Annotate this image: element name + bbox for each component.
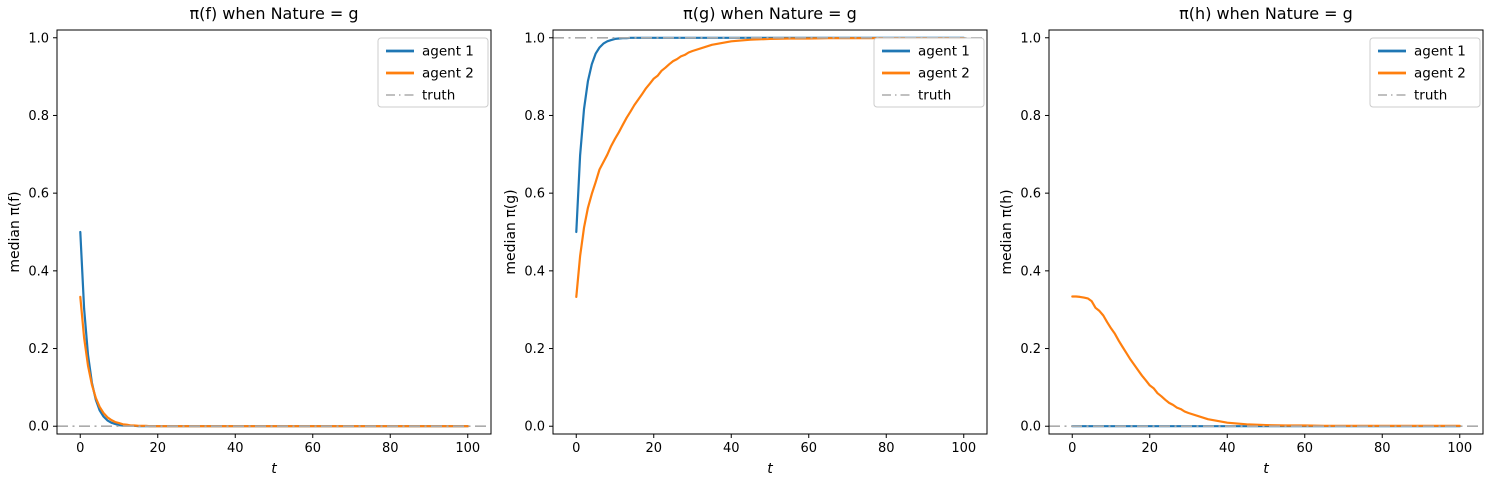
y-tick-label: 0.6 <box>1020 187 1041 202</box>
x-axis-label: t <box>271 461 277 477</box>
y-axis-label: median π(h) <box>999 189 1015 274</box>
y-tick-label: 0.8 <box>524 109 545 124</box>
y-axis-label: median π(g) <box>503 189 519 274</box>
x-axis-label: t <box>767 461 773 477</box>
y-tick-label: 0.0 <box>28 420 49 435</box>
x-tick-label: 100 <box>455 441 480 456</box>
x-tick-label: 20 <box>645 441 662 456</box>
x-tick-label: 0 <box>1068 441 1076 456</box>
subplot-pi-f: 0 20 40 60 80 100 0.0 0.2 0.4 0.6 0.8 1.0 π(f) when … <box>0 0 496 490</box>
x-tick-label: 20 <box>149 441 166 456</box>
y-axis-label: median π(f) <box>7 191 23 272</box>
legend-label-agent-2: agent 2 <box>918 66 970 82</box>
legend-label-agent-1: agent 1 <box>918 44 970 60</box>
x-tick-label: 60 <box>800 441 817 456</box>
y-tick-label: 0.4 <box>1020 264 1041 279</box>
chart-title: π(f) when Nature = g <box>189 4 358 23</box>
axes-frame <box>552 29 988 435</box>
x-tick-label: 60 <box>304 441 321 456</box>
x-tick-label: 40 <box>227 441 244 456</box>
subplot-pi-g: 0 20 40 60 80 100 0.0 0.2 0.4 0.6 0.8 1.0 π(g) when … <box>496 0 992 490</box>
chart-canvas-2: 0 20 40 60 80 100 0.0 0.2 0.4 0.6 0.8 1.0 π(h) when … <box>999 4 1484 477</box>
x-tick-label: 80 <box>382 441 399 456</box>
y-tick-label: 0.0 <box>1020 420 1041 435</box>
y-tick-label: 0.2 <box>28 342 49 357</box>
chart-canvas-1: 0 20 40 60 80 100 0.0 0.2 0.4 0.6 0.8 1.0 π(g) when … <box>503 4 988 477</box>
x-tick-label: 100 <box>1447 441 1472 456</box>
y-tick-label: 0.2 <box>524 342 545 357</box>
legend-label-truth: truth <box>422 88 455 104</box>
x-tick-label: 60 <box>1296 441 1313 456</box>
legend-label-agent-1: agent 1 <box>1414 44 1466 60</box>
axes-frame <box>1048 29 1484 435</box>
legend-box <box>873 37 985 108</box>
chart-title: π(h) when Nature = g <box>1179 4 1353 23</box>
legend: agent 1 agent 2 truth <box>1369 37 1481 108</box>
y-tick-label: 0.2 <box>1020 342 1041 357</box>
y-tick-label: 0.0 <box>524 420 545 435</box>
y-tick-label: 0.4 <box>524 264 545 279</box>
y-tick-label: 1.0 <box>28 31 49 46</box>
x-tick-label: 100 <box>951 441 976 456</box>
y-tick-label: 1.0 <box>1020 31 1041 46</box>
x-tick-label: 20 <box>1141 441 1158 456</box>
x-tick-label: 80 <box>878 441 895 456</box>
legend: agent 1 agent 2 truth <box>377 37 489 108</box>
legend-label-truth: truth <box>1414 88 1447 104</box>
axes-frame <box>56 29 492 435</box>
legend: agent 1 agent 2 truth <box>873 37 985 108</box>
y-tick-label: 0.8 <box>28 109 49 124</box>
legend-box <box>377 37 489 108</box>
x-axis-label: t <box>1263 461 1269 477</box>
legend-label-agent-2: agent 2 <box>422 66 474 82</box>
x-tick-label: 40 <box>723 441 740 456</box>
y-tick-label: 0.4 <box>28 264 49 279</box>
legend-label-agent-2: agent 2 <box>1414 66 1466 82</box>
y-tick-label: 0.6 <box>28 187 49 202</box>
legend-label-truth: truth <box>918 88 951 104</box>
legend-label-agent-1: agent 1 <box>422 44 474 60</box>
chart-title: π(g) when Nature = g <box>683 4 857 23</box>
legend-box <box>1369 37 1481 108</box>
y-tick-label: 1.0 <box>524 31 545 46</box>
x-tick-label: 40 <box>1219 441 1236 456</box>
chart-canvas-0: 0 20 40 60 80 100 0.0 0.2 0.4 0.6 0.8 1.0 π(f) when … <box>7 4 492 477</box>
x-tick-label: 0 <box>76 441 84 456</box>
y-tick-label: 0.6 <box>524 187 545 202</box>
subplot-pi-h: 0 20 40 60 80 100 0.0 0.2 0.4 0.6 0.8 1.0 π(h) when … <box>992 0 1488 490</box>
x-tick-label: 80 <box>1374 441 1391 456</box>
y-tick-label: 0.8 <box>1020 109 1041 124</box>
x-tick-label: 0 <box>572 441 580 456</box>
